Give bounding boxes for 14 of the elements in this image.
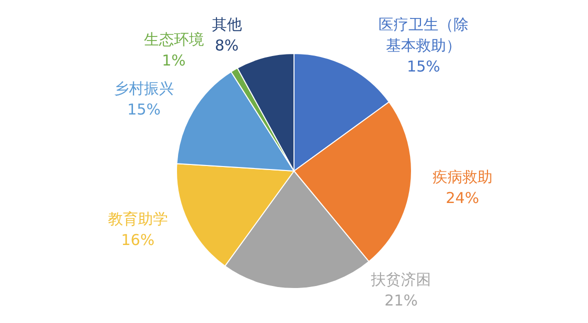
data-label: 8%	[214, 36, 239, 54]
data-label: 24%	[446, 188, 480, 207]
slice-label: 扶贫济困	[370, 270, 432, 288]
slice-label: 医疗卫生（除基本救助）	[378, 16, 468, 55]
slice-label: 生态环境	[144, 30, 204, 48]
data-label: 21%	[384, 291, 418, 310]
slice-label: 乡村振兴	[114, 79, 174, 98]
data-label: 16%	[121, 230, 154, 249]
data-label: 15%	[127, 100, 161, 118]
slice-label: 教育助学	[108, 210, 168, 228]
data-label: 1%	[162, 51, 186, 70]
slice-label: 其他	[212, 15, 242, 34]
slice-label: 疾病救助	[432, 168, 492, 186]
data-label: 15%	[406, 58, 440, 76]
